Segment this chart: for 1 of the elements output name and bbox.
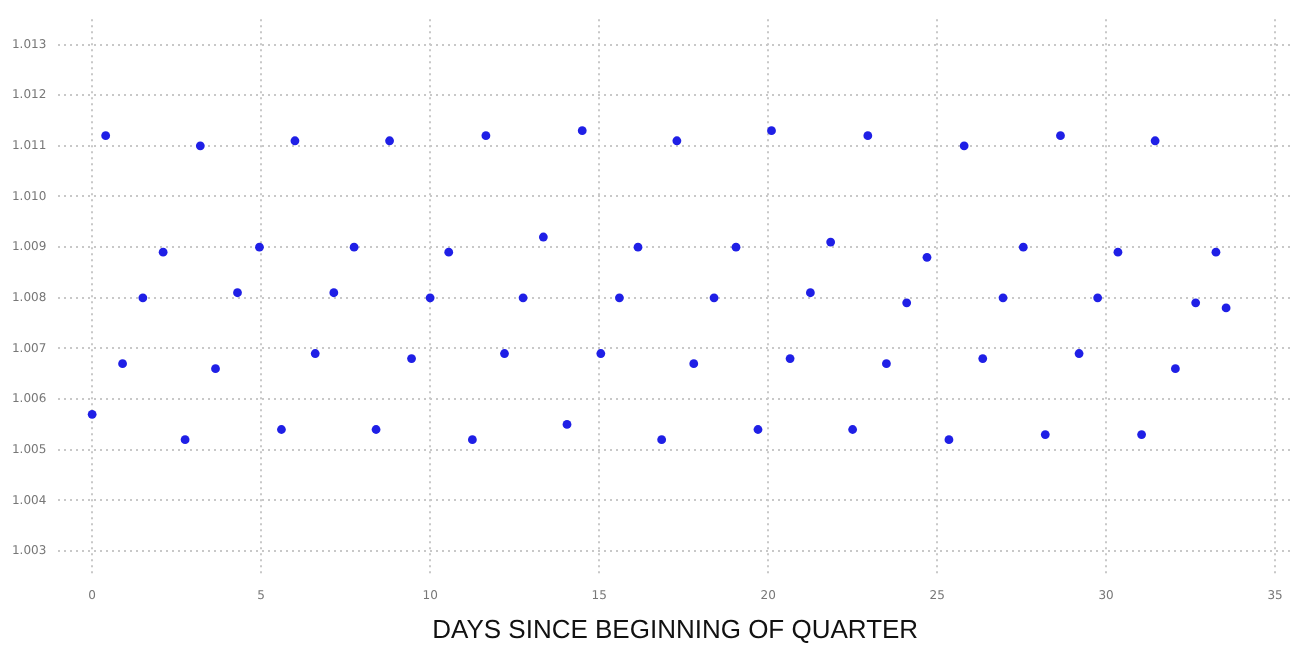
x-axis-title: DAYS SINCE BEGINNING OF QUARTER <box>432 613 919 644</box>
